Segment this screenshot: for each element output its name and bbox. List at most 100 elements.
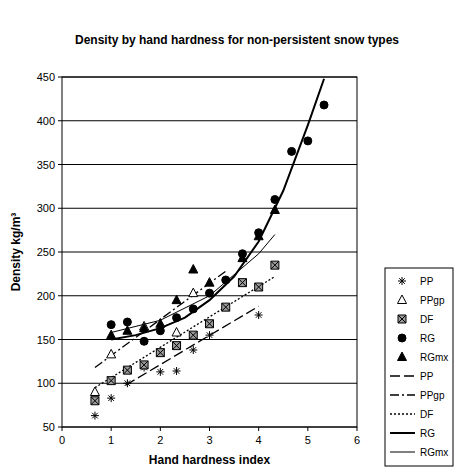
point — [189, 288, 198, 297]
point — [107, 321, 115, 329]
legend-label: DF — [420, 409, 433, 420]
legend-label: DF — [420, 314, 433, 325]
tick — [58, 77, 62, 78]
point — [189, 265, 198, 274]
legend-line — [390, 452, 415, 453]
plot-frame — [62, 77, 357, 427]
point — [270, 205, 279, 214]
point — [189, 305, 197, 313]
point — [172, 295, 181, 304]
point — [189, 346, 197, 354]
grid-line — [62, 339, 357, 340]
tick-label: 150 — [37, 334, 55, 346]
point — [271, 196, 279, 204]
tick — [58, 208, 62, 209]
legend-label: PP — [420, 276, 434, 287]
tick-label: 5 — [305, 434, 311, 446]
trend-line — [111, 79, 324, 340]
point — [140, 361, 148, 369]
tick — [357, 427, 358, 431]
point — [123, 379, 131, 387]
tick — [160, 427, 161, 431]
trend-line — [111, 235, 275, 333]
legend-label: RG — [420, 333, 435, 344]
point — [107, 377, 115, 385]
tick — [58, 120, 62, 121]
trend-line — [126, 306, 259, 385]
tick — [258, 427, 259, 431]
point — [206, 331, 214, 339]
tick — [209, 427, 210, 431]
legend-marker — [398, 315, 406, 323]
tick-label: 3 — [206, 434, 212, 446]
legend-marker — [398, 352, 407, 361]
tick-label: 350 — [37, 159, 55, 171]
point — [255, 283, 263, 291]
point — [205, 278, 214, 287]
point — [156, 319, 165, 328]
point — [156, 368, 164, 376]
point — [90, 387, 99, 396]
point — [255, 311, 263, 319]
point — [222, 303, 230, 311]
y-axis-label: Density kg/m³ — [9, 213, 23, 292]
point — [107, 394, 115, 402]
x-axis-label: Hand hardness index — [149, 453, 271, 467]
point — [140, 323, 149, 332]
tick-label: 6 — [354, 434, 360, 446]
tick — [58, 427, 62, 428]
point — [91, 412, 99, 420]
point — [271, 261, 279, 269]
legend-label: RGmx — [420, 352, 448, 363]
point — [107, 330, 116, 339]
legend-label: RG — [420, 428, 435, 439]
grid-line — [62, 383, 357, 384]
point — [140, 337, 148, 345]
tick — [62, 427, 63, 431]
legend: PPPPgpDFRGRGmxPPPPgpDFRGRGmx — [385, 268, 453, 466]
tick-label: 0 — [59, 434, 65, 446]
chart: Density by hand hardness for non-persist… — [0, 0, 474, 474]
legend-line — [390, 375, 415, 376]
legend-line — [390, 413, 415, 414]
tick — [111, 427, 112, 431]
point — [288, 147, 296, 155]
tick — [58, 383, 62, 384]
tick-label: 450 — [37, 71, 55, 83]
legend-marker — [398, 277, 406, 285]
tick-label: 100 — [37, 377, 55, 389]
point — [173, 342, 181, 350]
point — [156, 327, 164, 335]
tick-label: 200 — [37, 290, 55, 302]
legend-marker — [398, 334, 406, 342]
tick-label: 1 — [108, 434, 114, 446]
title: Density by hand hardness for non-persist… — [75, 33, 399, 47]
tick-label: 50 — [43, 421, 55, 433]
legend-label: PPgp — [420, 390, 445, 401]
point — [123, 326, 132, 335]
tick-label: 400 — [37, 115, 55, 127]
grid-line — [62, 164, 357, 165]
point — [91, 397, 99, 405]
legend-label: PP — [420, 371, 434, 382]
point — [173, 367, 181, 375]
grid-line — [62, 120, 357, 121]
point — [107, 349, 116, 358]
legend-label: RGmx — [420, 447, 448, 458]
tick-label: 250 — [37, 246, 55, 258]
point — [123, 366, 131, 374]
point — [206, 289, 214, 297]
legend-line — [390, 394, 415, 395]
tick-label: 2 — [157, 434, 163, 446]
legend-box — [385, 268, 453, 466]
point — [320, 101, 328, 109]
tick — [58, 295, 62, 296]
legend-line — [390, 432, 415, 434]
tick — [58, 339, 62, 340]
point — [206, 320, 214, 328]
tick-label: 4 — [256, 434, 262, 446]
tick — [307, 427, 308, 431]
tick — [58, 164, 62, 165]
point — [189, 331, 197, 339]
tick — [58, 252, 62, 253]
